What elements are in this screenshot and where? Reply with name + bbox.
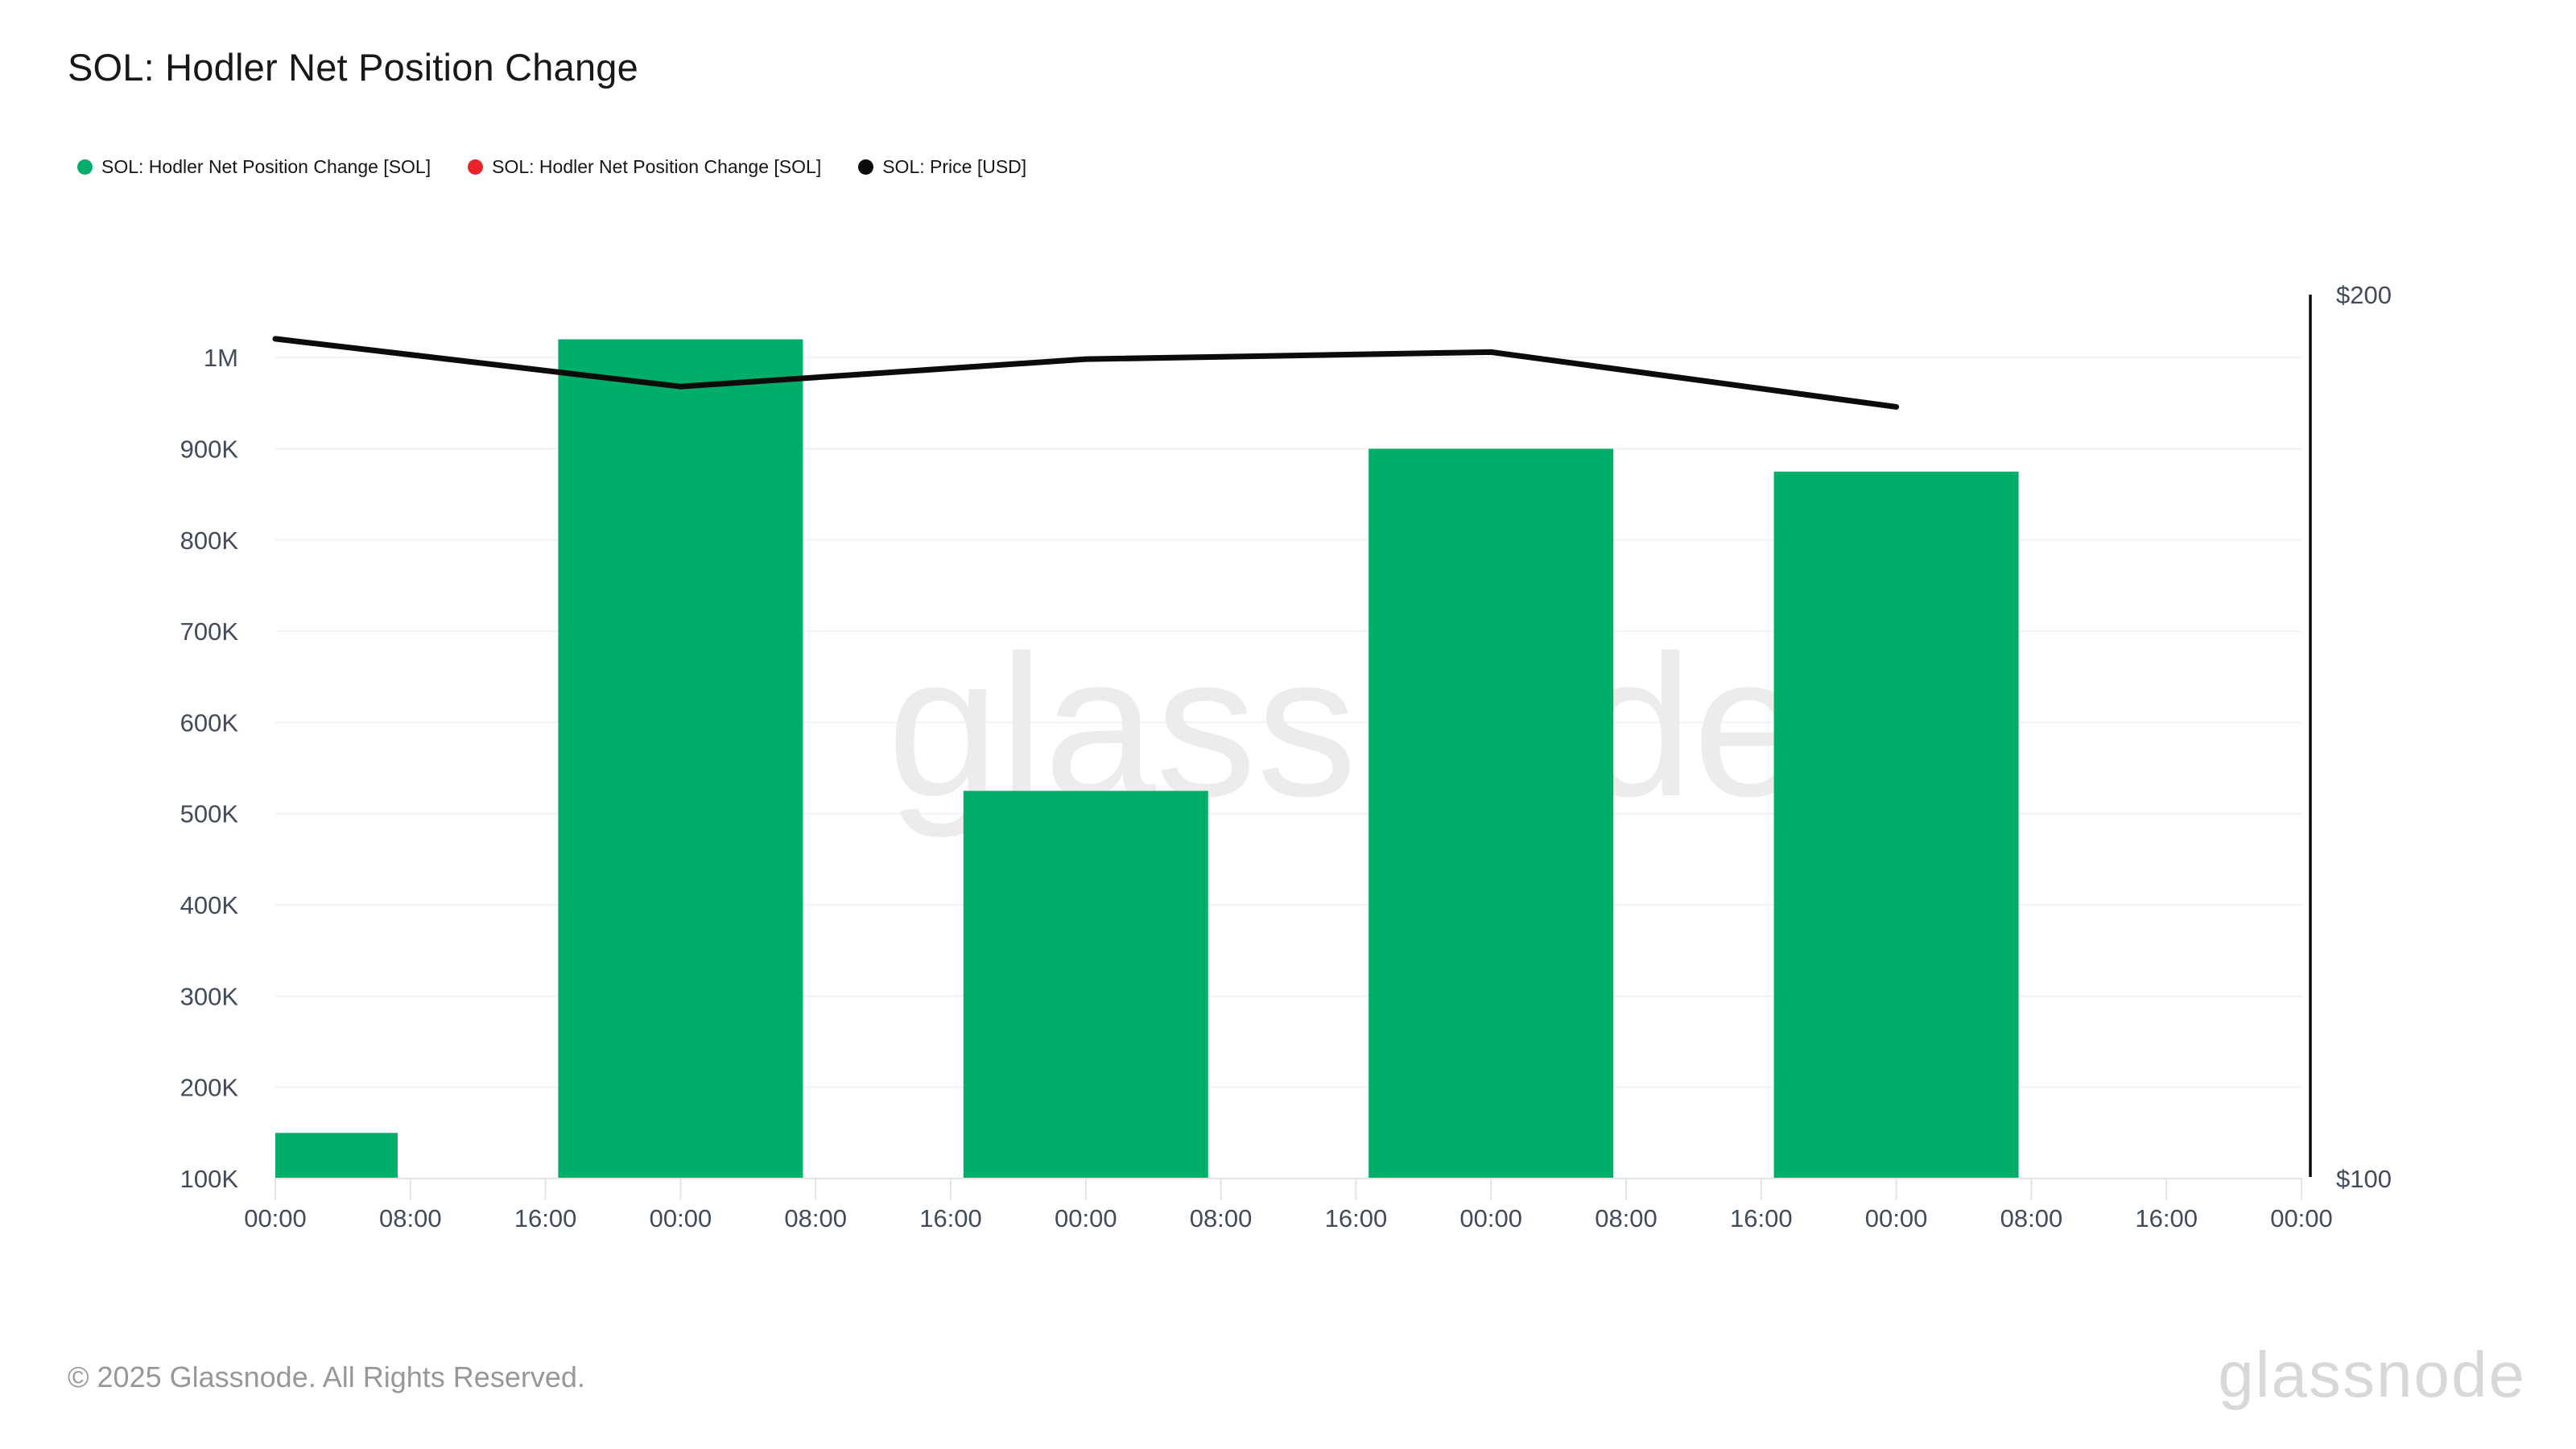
y-axis-right-label: $100: [2336, 1165, 2392, 1193]
y-axis-left-label: 600K: [180, 708, 239, 737]
y-axis-left-label: 1M: [204, 344, 238, 372]
bar[interactable]: [1773, 471, 2019, 1179]
price-line[interactable]: [272, 336, 1900, 410]
x-axis-label: 16:00: [1325, 1204, 1388, 1232]
y-axis-left-label: 900K: [180, 435, 239, 463]
x-axis-label: 00:00: [1055, 1204, 1117, 1232]
x-axis-label: 08:00: [2000, 1204, 2063, 1232]
bar-series: [153, 339, 2019, 1179]
legend-label: SOL: Hodler Net Position Change [SOL]: [492, 156, 822, 177]
x-axis-label: 08:00: [379, 1204, 442, 1232]
legend-label: SOL: Price [USD]: [882, 156, 1027, 177]
x-axis-label: 08:00: [1190, 1204, 1253, 1232]
copyright-text: © 2025 Glassnode. All Rights Reserved.: [68, 1360, 585, 1393]
x-axis-label: 08:00: [1595, 1204, 1657, 1232]
x-axis-label: 00:00: [2270, 1204, 2333, 1232]
y-axis-left-label: 800K: [180, 526, 239, 555]
bar[interactable]: [558, 339, 803, 1179]
y-axis-left-label: 400K: [180, 891, 239, 919]
legend-dot-red-icon: [468, 159, 484, 175]
glassnode-logo: glassnode: [2218, 1339, 2526, 1410]
bar[interactable]: [153, 1133, 398, 1179]
bar[interactable]: [1368, 448, 1614, 1179]
x-axis-label: 00:00: [650, 1204, 712, 1232]
x-axis-label: 16:00: [919, 1204, 982, 1232]
y-axis-left-label: 100K: [180, 1165, 239, 1193]
chart-legend: SOL: Hodler Net Position Change [SOL] SO…: [77, 158, 1026, 176]
y-axis-left-label: 200K: [180, 1074, 239, 1102]
legend-label: SOL: Hodler Net Position Change [SOL]: [101, 156, 431, 177]
y-axis-left-label: 500K: [180, 800, 239, 828]
x-axis-label: 00:00: [1865, 1204, 1928, 1232]
y-axis-left-label: 700K: [180, 617, 239, 646]
page-title: SOL: Hodler Net Position Change: [68, 46, 638, 89]
x-axis-label: 16:00: [2135, 1204, 2198, 1232]
y-axis-right-label: $200: [2336, 281, 2392, 309]
bar[interactable]: [963, 791, 1208, 1179]
legend-item-price[interactable]: SOL: Price [USD]: [858, 158, 1026, 176]
legend-item-hodler-net-position-positive[interactable]: SOL: Hodler Net Position Change [SOL]: [77, 158, 431, 176]
x-axis-label: 08:00: [784, 1204, 847, 1232]
legend-item-hodler-net-position-negative[interactable]: SOL: Hodler Net Position Change [SOL]: [468, 158, 821, 176]
legend-dot-green-icon: [77, 159, 93, 175]
y-axis-left-label: 300K: [180, 982, 239, 1010]
legend-dot-black-icon: [858, 159, 874, 175]
x-axis-label: 16:00: [514, 1204, 577, 1232]
x-axis-label: 00:00: [1459, 1204, 1522, 1232]
x-axis-label: 00:00: [244, 1204, 307, 1232]
x-axis-label: 16:00: [1730, 1204, 1793, 1232]
